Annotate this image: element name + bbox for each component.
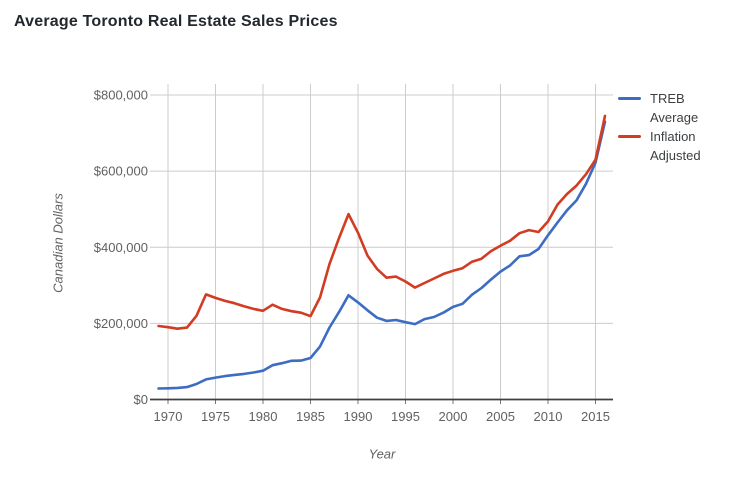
- x-tick-label: 2005: [486, 409, 515, 424]
- x-tick-label: 2000: [439, 409, 468, 424]
- series-line-treb-average: [157, 120, 607, 390]
- legend-label-inflation-adjusted: Inflation Adjusted: [650, 129, 701, 163]
- legend-item-inflation-adjusted: Inflation Adjusted: [618, 127, 718, 165]
- x-tick-label: 1970: [154, 409, 183, 424]
- legend-label-treb-average: TREB Average: [650, 91, 699, 125]
- x-tick-label: 1975: [201, 409, 230, 424]
- legend-item-treb-average: TREB Average: [618, 89, 718, 127]
- y-tick-label: $800,000: [94, 88, 148, 103]
- inflation-adjusted-line-swatch-icon: [618, 135, 641, 138]
- x-tick-label: 1985: [296, 409, 325, 424]
- treb-average-line-swatch-icon: [618, 97, 641, 100]
- x-tick-label: 1995: [391, 409, 420, 424]
- series-line-inflation-adjusted: [157, 114, 607, 331]
- y-tick-label: $200,000: [94, 316, 148, 331]
- y-tick-label: $0: [134, 392, 148, 407]
- x-tick-label: 1980: [249, 409, 278, 424]
- y-tick-label: $400,000: [94, 240, 148, 255]
- x-tick-label: 2015: [581, 409, 610, 424]
- y-tick-label: $600,000: [94, 164, 148, 179]
- legend: TREB Average Inflation Adjusted: [618, 89, 718, 165]
- chart-title: Average Toronto Real Estate Sales Prices: [14, 13, 338, 30]
- x-tick-label: 1990: [344, 409, 373, 424]
- x-tick-label: 2010: [534, 409, 563, 424]
- x-axis-title: Year: [368, 446, 396, 462]
